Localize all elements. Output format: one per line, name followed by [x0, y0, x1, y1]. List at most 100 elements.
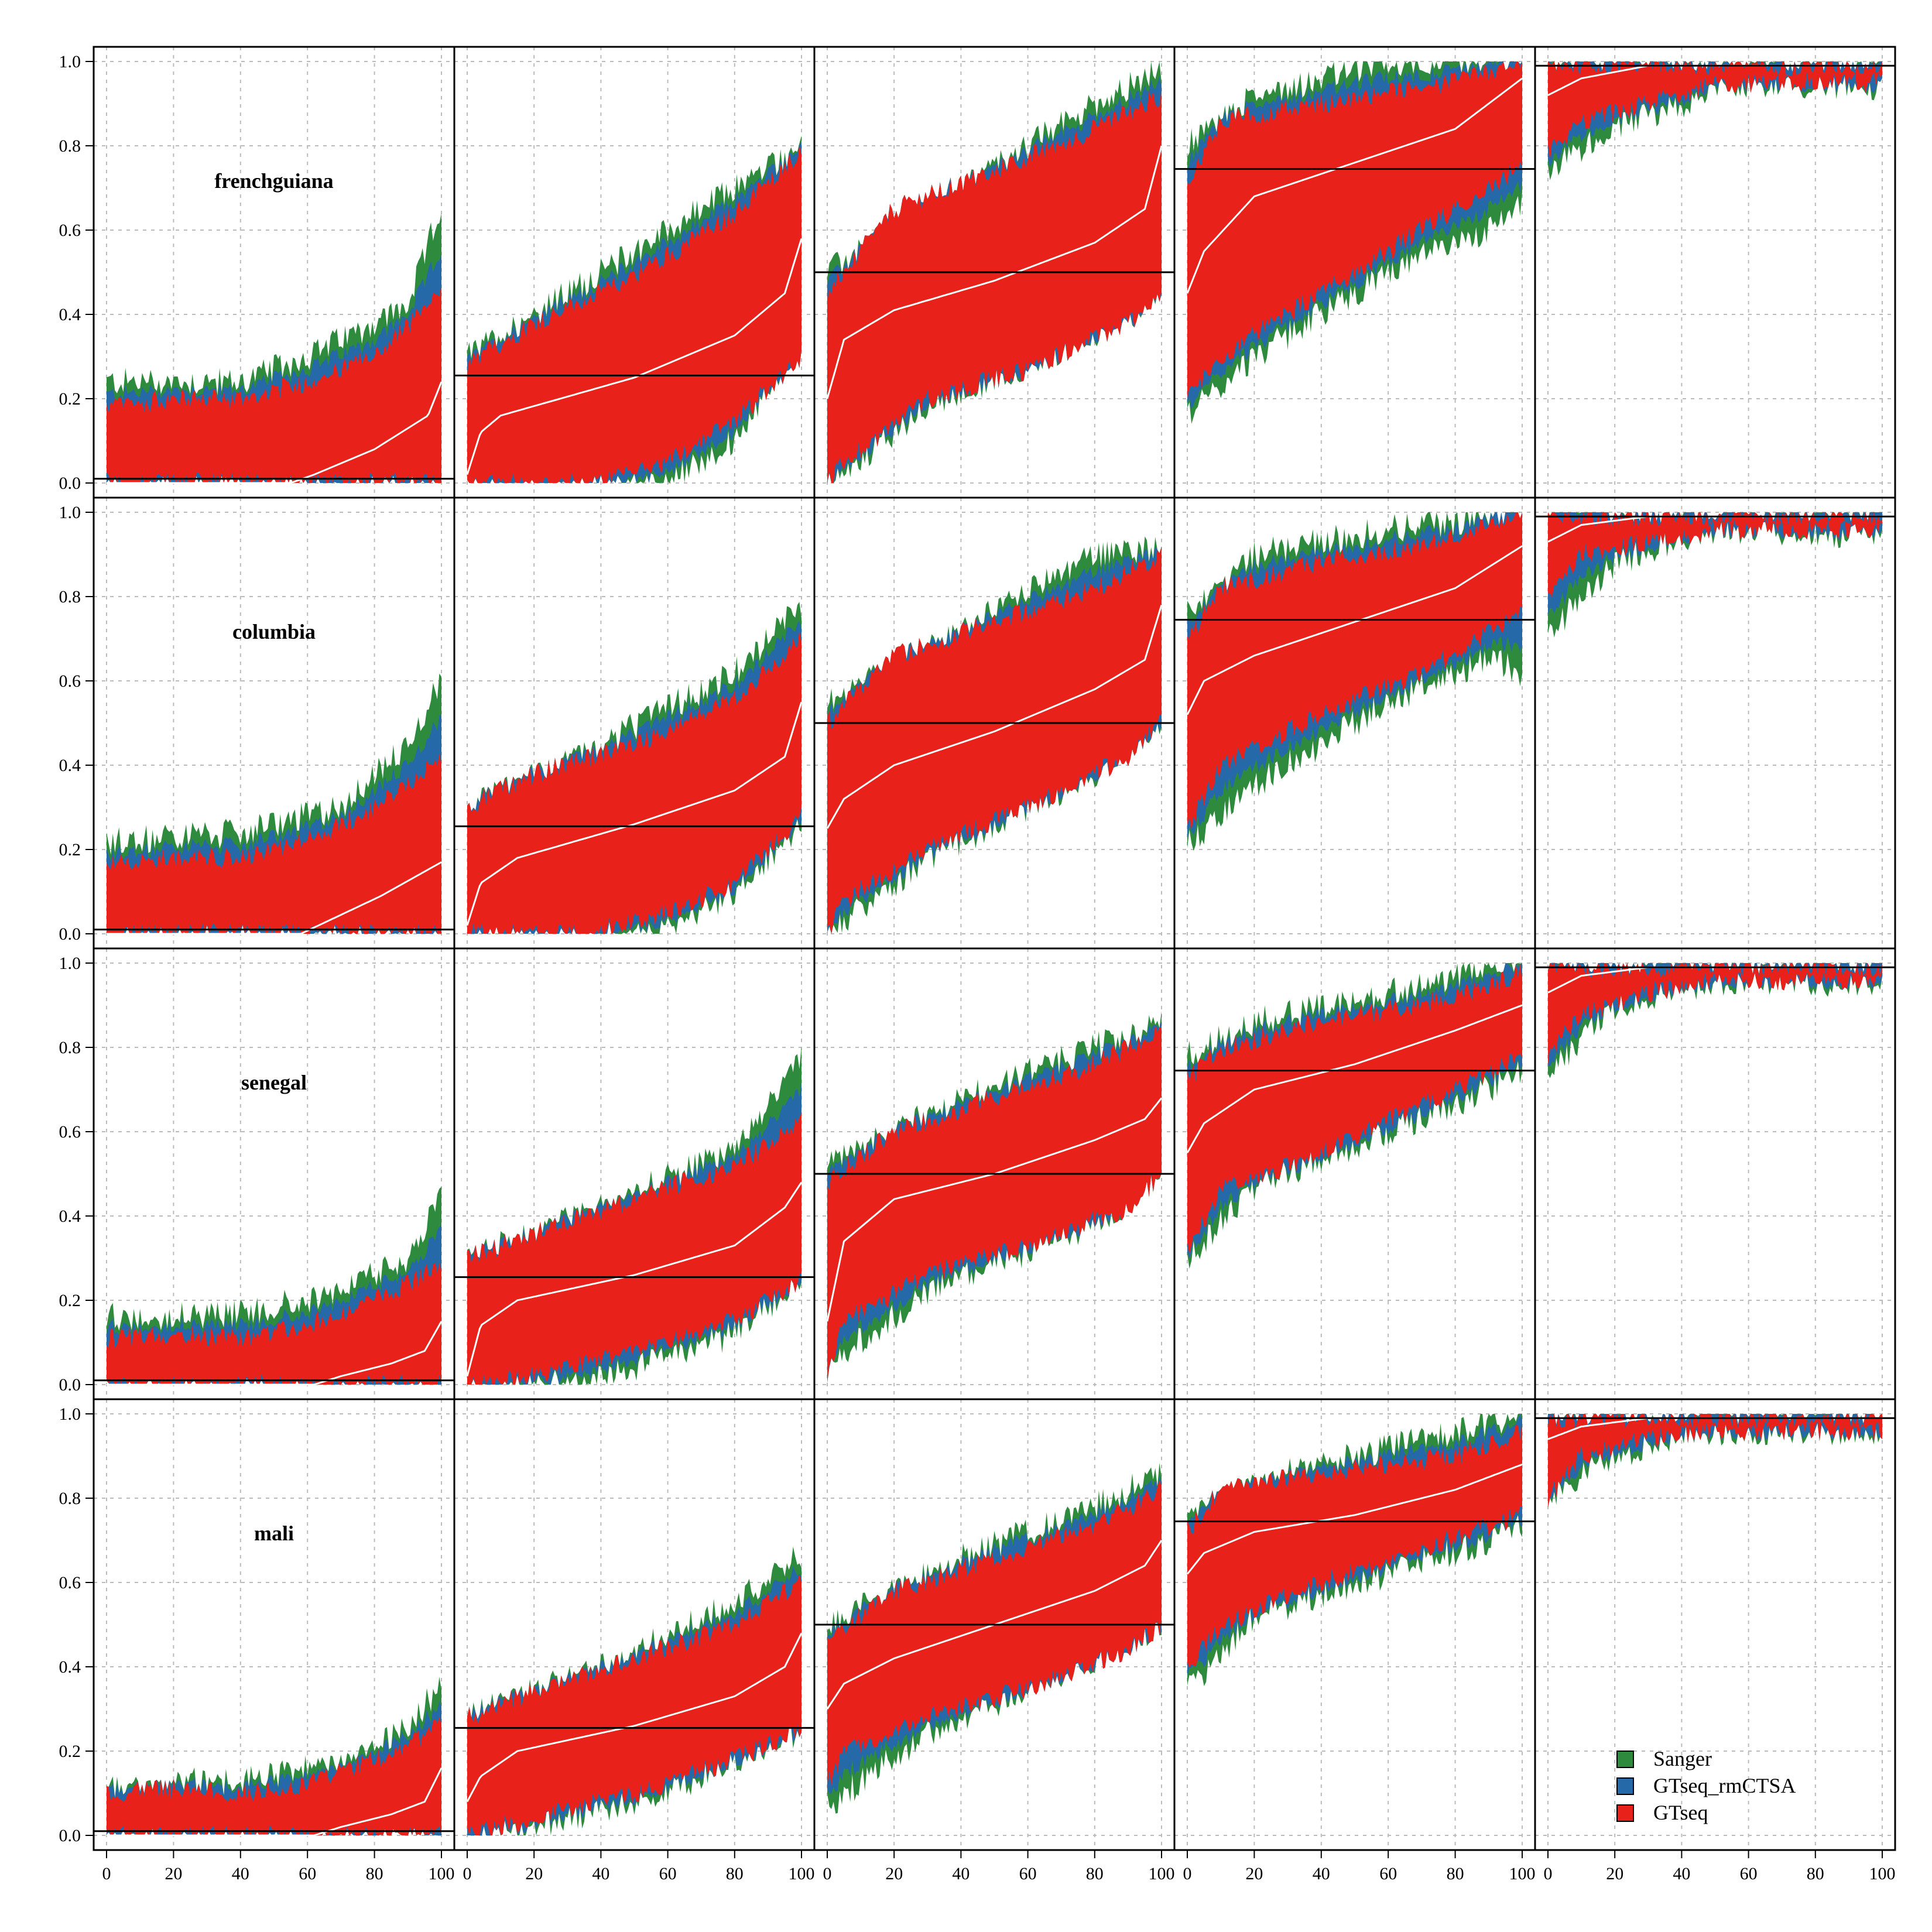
- legend-label: GTseq: [1653, 1801, 1708, 1824]
- panel-r0-c3: [1173, 46, 1536, 499]
- y-tick-label: 0.0: [59, 474, 81, 493]
- y-tick-label: 0.8: [59, 1489, 81, 1508]
- panel-r3-c2: 0 20 40 60 80 100: [813, 1398, 1176, 1883]
- series-band-gtseq: [827, 1025, 1162, 1383]
- y-tick-label: 0.2: [59, 840, 81, 859]
- y-tick-label: 0.2: [59, 389, 81, 409]
- panel-r2-c0: senegal 0.0 0.2 0.4 0.6 0.8 1.0: [59, 947, 455, 1400]
- series-band-gtseq: [467, 1574, 801, 1835]
- median-line: [466, 1181, 803, 1376]
- x-tick-label: 0: [102, 1864, 111, 1883]
- series-band-gtseq: [1187, 1420, 1522, 1668]
- median-line: [826, 604, 1163, 829]
- panel-r0-c0: frenchguiana 0.0 0.2 0.4 0.6 0.8 1.0: [59, 46, 455, 499]
- x-tick-label: 40: [1673, 1864, 1690, 1883]
- series-band-gtseq: [107, 753, 441, 934]
- row-label: senegal: [241, 1071, 307, 1094]
- panel-r1-c0: columbia 0.0 0.2 0.4 0.6 0.8 1.0: [59, 496, 455, 950]
- row-label: frenchguiana: [214, 169, 333, 193]
- y-tick-label: 0.6: [59, 221, 81, 240]
- median-line: [1186, 1464, 1523, 1575]
- y-tick-label: 0.6: [59, 672, 81, 691]
- x-tick-label: 100: [1149, 1864, 1175, 1883]
- x-tick-label: 20: [165, 1864, 182, 1883]
- x-tick-label: 80: [726, 1864, 744, 1883]
- series-band-gtseq: [107, 284, 441, 483]
- series-band-gtseq: [467, 1113, 801, 1385]
- panel-r0-c4: [1534, 46, 1896, 499]
- x-tick-label: 100: [1509, 1864, 1536, 1883]
- median-line: [466, 1632, 803, 1803]
- panel-frame: [1534, 1398, 1896, 1851]
- series-band-gtseq: [827, 88, 1162, 484]
- panel-r3-c3: 0 20 40 60 80 100: [1173, 1398, 1536, 1883]
- y-tick-label: 1.0: [59, 503, 81, 522]
- panel-r2-c1: [453, 947, 816, 1400]
- series-band-gtseq: [1548, 61, 1882, 161]
- panel-r3-c1: 0 20 40 60 80 100: [453, 1398, 816, 1883]
- median-line: [466, 238, 803, 475]
- y-tick-label: 0.8: [59, 136, 81, 156]
- y-tick-label: 0.8: [59, 587, 81, 607]
- series-band-gtseq: [107, 1717, 441, 1835]
- x-tick-label: 40: [232, 1864, 249, 1883]
- y-tick-label: 1.0: [59, 52, 81, 71]
- x-tick-label: 20: [885, 1864, 903, 1883]
- median-line: [1186, 77, 1523, 294]
- legend-label: GTseq_rmCTSA: [1653, 1774, 1796, 1797]
- y-tick-label: 0.0: [59, 924, 81, 944]
- y-tick-label: 0.6: [59, 1122, 81, 1142]
- legend-label: Sanger: [1653, 1747, 1712, 1770]
- median-line: [107, 1321, 443, 1386]
- series-band-gtseq: [827, 547, 1162, 934]
- series-band-gtseq: [827, 1481, 1162, 1786]
- y-tick-label: 0.2: [59, 1291, 81, 1310]
- x-tick-label: 60: [1019, 1864, 1037, 1883]
- x-tick-label: 80: [1086, 1864, 1104, 1883]
- x-tick-label: 80: [1807, 1864, 1824, 1883]
- y-tick-label: 0.0: [59, 1826, 81, 1845]
- x-tick-label: 40: [1313, 1864, 1330, 1883]
- row-label: columbia: [232, 620, 316, 643]
- x-tick-label: 20: [525, 1864, 543, 1883]
- panel-r2-c3: [1173, 947, 1536, 1400]
- x-tick-label: 0: [1183, 1864, 1192, 1883]
- median-line: [107, 1767, 443, 1837]
- panel-r0-c2: [813, 46, 1176, 499]
- y-tick-label: 0.6: [59, 1573, 81, 1592]
- y-tick-label: 0.4: [59, 756, 81, 775]
- legend-swatch: [1616, 1777, 1634, 1795]
- y-tick-label: 0.2: [59, 1742, 81, 1761]
- panel-r2-c2: [813, 947, 1176, 1400]
- y-tick-label: 0.4: [59, 1657, 81, 1677]
- panel-r1-c4: [1534, 496, 1896, 950]
- panel-r1-c3: [1173, 496, 1536, 950]
- legend-swatch: [1616, 1751, 1634, 1768]
- median-line: [107, 381, 443, 484]
- median-line: [466, 701, 803, 926]
- series-band-gtseq: [107, 1262, 441, 1385]
- y-tick-label: 0.4: [59, 305, 81, 324]
- panel-r3-c0: mali 0.0 0.2 0.4 0.6 0.8 1.0 0 20 40 60 80 100: [59, 1398, 455, 1883]
- median-line: [107, 861, 442, 935]
- row-label: mali: [254, 1522, 294, 1545]
- x-tick-label: 0: [463, 1864, 472, 1883]
- x-tick-label: 20: [1245, 1864, 1263, 1883]
- x-tick-label: 40: [592, 1864, 609, 1883]
- x-tick-label: 60: [1379, 1864, 1397, 1883]
- median-line: [1186, 545, 1523, 715]
- series-band-gtseq: [1548, 512, 1882, 598]
- legend-swatch: [1616, 1804, 1634, 1822]
- series-band-gtseq: [1187, 61, 1522, 398]
- y-tick-label: 0.8: [59, 1038, 81, 1057]
- x-tick-label: 60: [1740, 1864, 1758, 1883]
- x-tick-label: 0: [823, 1864, 832, 1883]
- median-line: [1186, 1004, 1523, 1153]
- panel-r2-c4: [1534, 947, 1896, 1400]
- legend: Sanger GTseq_rmCTSA GTseq: [1616, 1747, 1796, 1824]
- panel-r0-c1: [453, 46, 816, 499]
- y-tick-label: 0.4: [59, 1207, 81, 1226]
- series-band-gtseq: [467, 630, 801, 934]
- x-tick-label: 100: [1869, 1864, 1896, 1883]
